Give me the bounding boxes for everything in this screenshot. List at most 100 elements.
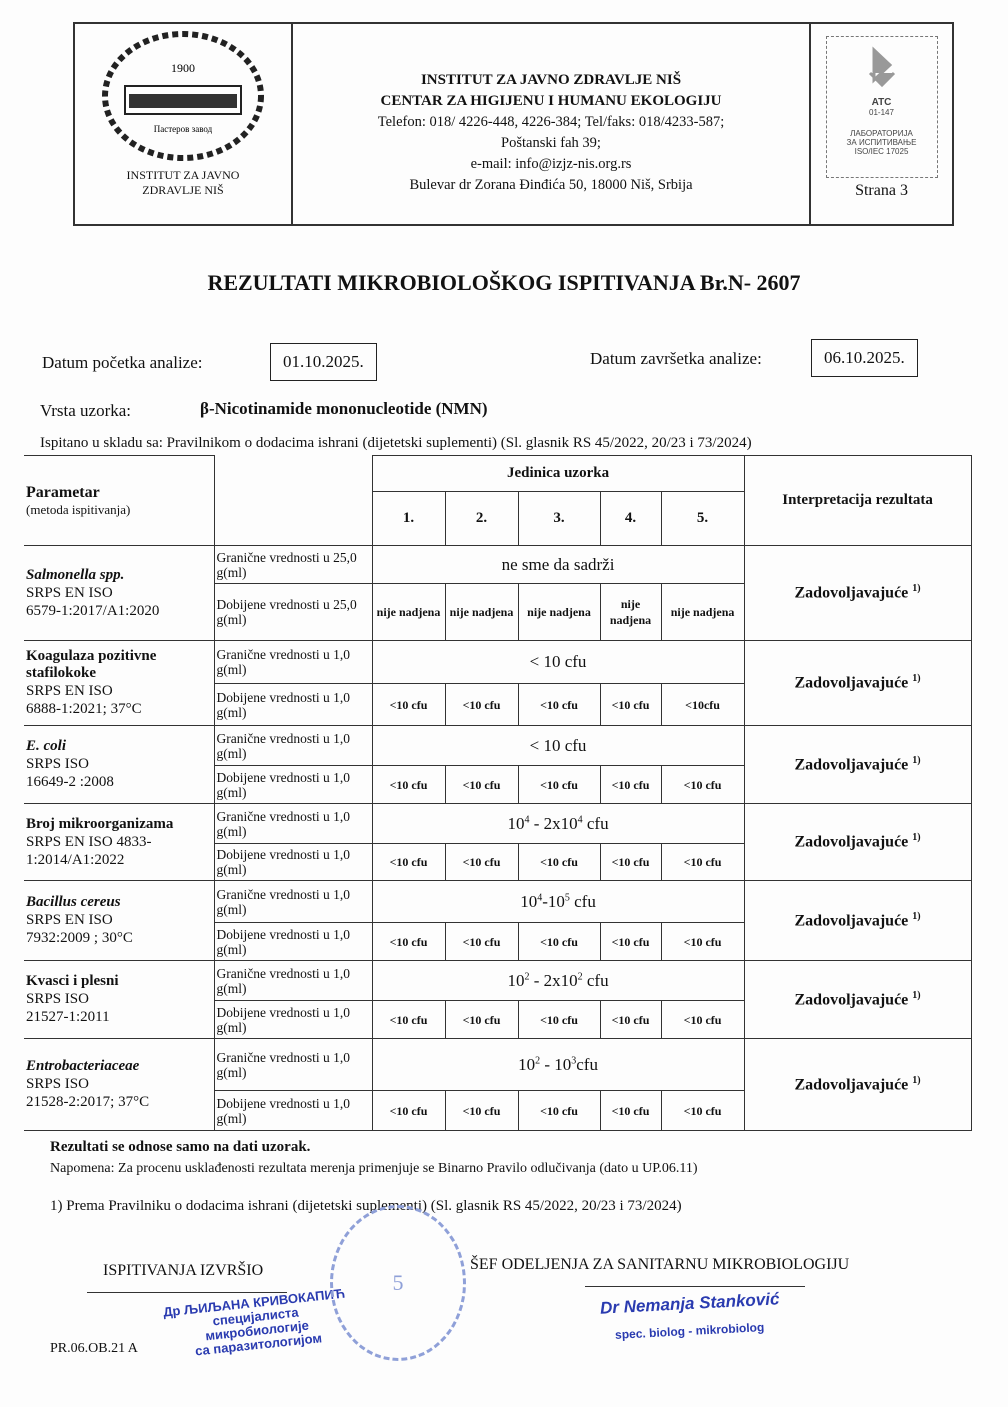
- interpretation-cell: Zadovoljavajuće 1): [743, 803, 972, 881]
- logo-caption-2: ZDRAVLJE NIŠ: [142, 183, 224, 197]
- method-line: SRPS ISO: [26, 756, 89, 772]
- parameter-name: Broj mikroorganizama: [26, 815, 174, 832]
- result-value: <10 cfu: [517, 1000, 601, 1039]
- table-row: Entrobacteriaceae SRPS ISO 21528-2:2017; 3…: [24, 1038, 972, 1131]
- table-row: Broj mikroorganizama SRPS EN ISO 4833- 1:2…: [24, 803, 972, 881]
- parameter-name: Koagulaza pozitivne stafilokoke: [26, 648, 157, 681]
- compliance-text: Ispitano u skladu sa: Pravilnikom o doda…: [40, 435, 752, 451]
- method-line: SRPS EN ISO: [26, 683, 113, 699]
- parameter-name: Entrobacteriaceae: [26, 1058, 140, 1074]
- limit-exponent: 4: [537, 891, 543, 903]
- limit-label: Granične vrednosti u 1,0 g(ml): [213, 803, 373, 844]
- unit-col-4: 4.: [599, 491, 662, 546]
- result-value: nije nadjena: [371, 583, 446, 641]
- obtained-label: Dobijene vrednosti u 1,0 g(ml): [213, 1000, 373, 1039]
- parameter-cell: Bacillus cereus SRPS EN ISO 7932:2009 ; 30…: [24, 880, 215, 961]
- interpretation: Zadovoljavajuće: [794, 991, 909, 1009]
- result-value: <10 cfu: [444, 765, 519, 804]
- official-seal: 5: [330, 1205, 466, 1361]
- limit-exponent: 2: [524, 970, 530, 982]
- obtained-label: Dobijene vrednosti u 1,0 g(ml): [213, 1090, 373, 1131]
- napomena: Napomena: Za procenu usklađenosti rezult…: [50, 1161, 698, 1176]
- footnote-ref: 1): [912, 673, 921, 685]
- logo-year: 1900: [171, 61, 195, 75]
- interpretation: Zadovoljavajuće: [794, 674, 909, 692]
- limit-text: cfu: [576, 1054, 598, 1074]
- result-value: <10 cfu: [517, 765, 601, 804]
- limit-value: 104-105 cfu: [371, 880, 745, 923]
- unit-col-3: 3.: [517, 491, 601, 546]
- limit-text: - 2x10: [529, 813, 578, 833]
- param-header-title: Parametar: [26, 483, 100, 501]
- limit-text: cfu: [569, 891, 596, 911]
- result-value: <10cfu: [660, 683, 745, 726]
- left-sign-line: [87, 1292, 287, 1293]
- wreath-logo-icon: 1900 Пастеров завод: [102, 31, 264, 161]
- limit-exponent: 3: [571, 1054, 577, 1066]
- start-date-label: Datum početka analize:: [42, 353, 203, 372]
- sample-label: Vrsta uzorka:: [40, 401, 132, 420]
- left-stamp: Др ЉИЉАНА КРИВОКАПИЋ специјалиста микроб…: [162, 1286, 351, 1362]
- result-value: <10 cfu: [599, 843, 662, 881]
- method-line: SRPS ISO: [26, 991, 89, 1007]
- footnote: 1) Prema Pravilniku o dodacima ishrani (…: [50, 1198, 682, 1214]
- result-value: <10 cfu: [371, 1090, 446, 1131]
- accreditation-box: ATC 01-147 ЛАБОРАТОРИЈА ЗА ИСПИТИВАЊЕ IS…: [811, 24, 952, 224]
- limit-value: < 10 cfu: [371, 725, 745, 766]
- result-value: <10 cfu: [371, 843, 446, 881]
- interpretation-cell: Zadovoljavajuće 1): [743, 1038, 972, 1131]
- param-header-sub: (metoda ispitivanja): [26, 501, 131, 517]
- parameter-cell: Kvasci i plesni SRPS ISO 21527-1:2011: [24, 960, 215, 1039]
- contact-address: Bulevar dr Zorana Đinđića 50, 18000 Niš,…: [409, 177, 693, 193]
- result-value: <10 cfu: [517, 843, 601, 881]
- acc-line: ISO/IEC 17025: [854, 147, 909, 156]
- limit-text: - 2x10: [529, 970, 578, 990]
- method-line: 6579-1:2017/A1:2020: [26, 602, 160, 619]
- blank-header: [214, 455, 373, 546]
- footnote-ref: 1): [912, 832, 921, 844]
- result-value: <10 cfu: [660, 922, 745, 961]
- interpretation-cell: Zadovoljavajuće 1): [743, 640, 972, 726]
- interpretation: Zadovoljavajuće: [794, 912, 909, 930]
- result-value: nije nadjena: [599, 583, 662, 641]
- limit-text: cfu: [582, 813, 609, 833]
- table-row: Koagulaza pozitivne stafilokoke SRPS EN I…: [24, 640, 972, 726]
- result-value: <10 cfu: [371, 683, 446, 726]
- table-row: Salmonella spp. SRPS EN ISO 6579-1:2017/A1…: [24, 545, 972, 641]
- table-row: Dobijene vrednosti u 1,0 g(ml) <10 cfu <10…: [24, 1090, 971, 1131]
- page-number: Strana 3: [855, 182, 908, 199]
- result-value: <10 cfu: [444, 843, 519, 881]
- result-value: nije nadjena: [444, 583, 519, 641]
- parameter-cell: Entrobacteriaceae SRPS ISO 21528-2:2017; 3…: [24, 1038, 215, 1131]
- interp-header: Interpretacija rezultata: [743, 455, 972, 546]
- table-row: Kvasci i plesni SRPS ISO 21527-1:2011 Grani…: [24, 960, 972, 1039]
- result-value: <10 cfu: [371, 922, 446, 961]
- left-sign-label: ISPITIVANJA IZVRŠIO: [103, 1262, 264, 1279]
- limit-text: < 10 cfu: [529, 735, 587, 755]
- method-line: 21527-1:2011: [26, 1009, 110, 1025]
- limit-label: Granične vrednosti u 1,0 g(ml): [213, 640, 373, 684]
- center-name: CENTAR ZA HIGIJENU I HUMANU EKOLOGIJU: [380, 93, 722, 109]
- obtained-label: Dobijene vrednosti u 1,0 g(ml): [213, 843, 373, 881]
- interpretation-cell: Zadovoljavajuće 1): [743, 545, 972, 641]
- footnote-ref: 1): [912, 583, 921, 595]
- limit-text: ne sme da sadrži: [501, 554, 615, 574]
- institute-name: INSTITUT ZA JAVNO ZDRAVLJE NIŠ: [420, 72, 682, 88]
- method-line: 21528-2:2017; 37°C: [26, 1094, 150, 1110]
- atc-label: ATC: [871, 97, 892, 108]
- method-line: 7932:2009 ; 30°C: [26, 930, 133, 946]
- interpretation: Zadovoljavajuće: [794, 833, 909, 851]
- results-note: Rezultati se odnose samo na dati uzorak.: [50, 1139, 311, 1155]
- result-value: <10 cfu: [444, 1000, 519, 1039]
- right-sign-line: [585, 1286, 805, 1287]
- result-value: nije nadjena: [517, 583, 601, 641]
- method-line: SRPS EN ISO: [26, 584, 113, 601]
- limit-text: 10: [518, 1054, 536, 1074]
- limit-label: Granične vrednosti u 1,0 g(ml): [213, 960, 373, 1001]
- table-row: Bacillus cereus SRPS EN ISO 7932:2009 ; 30…: [24, 880, 972, 961]
- result-value: <10 cfu: [599, 1090, 662, 1131]
- limit-text: 10: [520, 891, 538, 911]
- limit-exponent: 4: [577, 813, 583, 825]
- letterhead: 1900 Пастеров завод INSTITUT ZA JAVNO ZD…: [73, 22, 954, 226]
- result-value: nije nadjena: [660, 583, 745, 641]
